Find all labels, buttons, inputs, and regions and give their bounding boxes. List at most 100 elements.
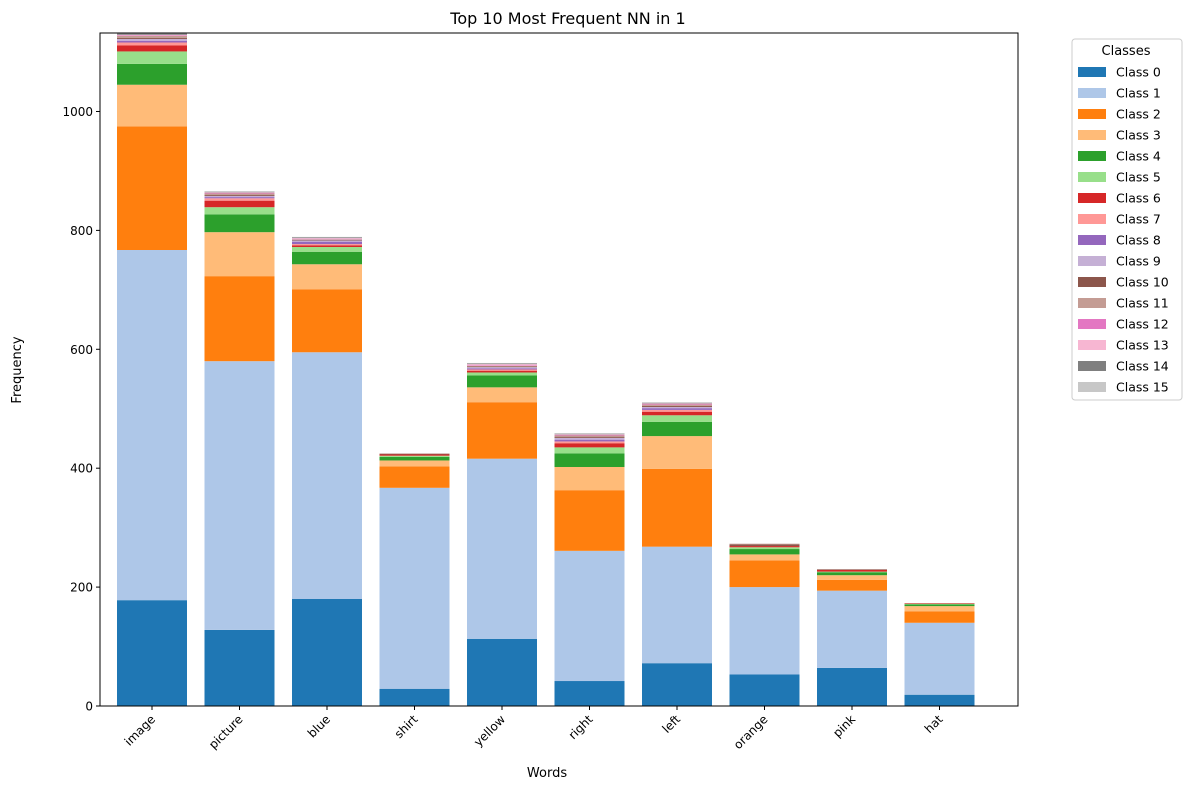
- legend-swatch-class-0: [1078, 67, 1106, 77]
- bar-blue-class-0: [292, 598, 362, 706]
- chart-title: Top 10 Most Frequent NN in 1: [449, 9, 685, 28]
- legend-label-class-10: Class 10: [1116, 275, 1169, 290]
- bar-pink-class-5: [817, 571, 887, 573]
- bar-image-class-14: [117, 33, 187, 35]
- legend-label-class-12: Class 12: [1116, 317, 1169, 332]
- bar-hat-class-4: [904, 604, 975, 607]
- bar-image-class-9: [117, 38, 187, 41]
- bar-left-class-13: [642, 403, 712, 404]
- bar-yellow-class-2: [467, 402, 537, 459]
- bar-orange-class-10: [729, 544, 800, 547]
- bar-picture-class-14: [204, 191, 275, 193]
- bar-left-class-2: [642, 468, 712, 547]
- bar-blue-class-12: [292, 238, 362, 240]
- y-tick-label: 800: [70, 224, 93, 238]
- bar-right-class-4: [554, 453, 625, 467]
- bar-yellow-class-14: [467, 363, 537, 365]
- legend-label-class-11: Class 11: [1116, 296, 1169, 311]
- bar-right-class-8: [554, 439, 625, 442]
- bar-yellow-class-6: [467, 370, 537, 373]
- bar-orange-class-2: [729, 560, 800, 588]
- bar-left-class-6: [642, 411, 712, 416]
- bar-right-class-14: [554, 433, 625, 435]
- bar-hat-class-1: [904, 622, 975, 695]
- bar-hat-class-3: [904, 606, 975, 612]
- bar-pink-class-4: [817, 572, 887, 576]
- bar-blue-class-8: [292, 241, 362, 245]
- bar-left-class-14: [642, 402, 712, 404]
- bar-right-class-13: [554, 434, 625, 435]
- bar-picture-class-11: [204, 193, 275, 195]
- legend-label-class-13: Class 13: [1116, 338, 1169, 353]
- y-tick-label: 200: [70, 581, 93, 595]
- bar-shirt-class-1: [379, 487, 450, 689]
- bar-orange-class-3: [729, 554, 800, 561]
- bar-right-class-5: [554, 447, 625, 454]
- legend-swatch-class-5: [1078, 172, 1106, 182]
- bar-left-class-1: [642, 546, 712, 664]
- bar-blue-class-5: [292, 247, 362, 252]
- bar-right-class-15: [554, 433, 625, 434]
- bar-pink-class-3: [817, 575, 887, 580]
- bar-yellow-class-5: [467, 372, 537, 376]
- bar-right-class-9: [554, 437, 625, 440]
- x-tick-label-picture: picture: [206, 712, 246, 752]
- bar-orange-class-6: [729, 546, 800, 548]
- bar-left-class-8: [642, 408, 712, 410]
- bar-yellow-class-4: [467, 375, 537, 388]
- legend-swatch-class-8: [1078, 235, 1106, 245]
- bar-picture-class-6: [204, 200, 275, 208]
- bar-hat-class-5: [904, 603, 975, 605]
- bar-right-class-6: [554, 443, 625, 448]
- bar-blue-class-7: [292, 244, 362, 246]
- bar-blue-class-14: [292, 237, 362, 239]
- bar-yellow-class-0: [467, 638, 537, 706]
- bar-picture-class-7: [204, 198, 275, 201]
- y-tick-label: 400: [70, 462, 93, 476]
- legend-swatch-class-9: [1078, 256, 1106, 266]
- bar-orange-class-4: [729, 549, 800, 555]
- bar-shirt-class-10: [379, 453, 450, 455]
- bar-hat-class-0: [904, 694, 975, 706]
- x-tick-label-yellow: yellow: [471, 712, 508, 749]
- bar-yellow-class-8: [467, 368, 537, 370]
- x-tick-label-orange: orange: [731, 712, 771, 752]
- x-tick-label-right: right: [566, 712, 596, 742]
- bar-hat-class-2: [904, 611, 975, 623]
- legend-swatch-class-10: [1078, 277, 1106, 287]
- x-tick-label-left: left: [659, 712, 683, 736]
- x-tick-label-hat: hat: [922, 712, 946, 736]
- bar-left-class-4: [642, 421, 712, 437]
- bar-image-class-6: [117, 45, 187, 52]
- y-tick-label: 600: [70, 343, 93, 357]
- bar-image-class-0: [117, 600, 187, 706]
- bar-image-class-8: [117, 40, 187, 43]
- bar-image-class-12: [117, 35, 187, 36]
- bar-right-class-7: [554, 441, 625, 444]
- bar-picture-class-0: [204, 629, 275, 706]
- legend-frame: [1071, 38, 1183, 401]
- legend-swatch-class-13: [1078, 340, 1106, 350]
- bar-left-class-3: [642, 436, 712, 469]
- plot-frame: [99, 32, 1019, 707]
- bar-yellow-class-11: [467, 365, 537, 367]
- bar-shirt-class-11: [379, 453, 450, 454]
- bar-pink-class-6: [817, 569, 887, 572]
- bar-blue-class-10: [292, 239, 362, 241]
- bar-blue-class-1: [292, 352, 362, 599]
- y-tick-label: 0: [85, 700, 93, 714]
- bar-left-class-7: [642, 409, 712, 412]
- legend-label-class-2: Class 2: [1116, 107, 1161, 122]
- y-tick-label: 1000: [62, 105, 93, 119]
- bar-right-class-10: [554, 436, 625, 438]
- bar-yellow-class-12: [467, 365, 537, 366]
- bar-picture-class-10: [204, 194, 275, 196]
- bar-yellow-class-15: [467, 362, 537, 364]
- bar-right-class-11: [554, 435, 625, 437]
- bar-image-class-7: [117, 42, 187, 46]
- bar-orange-class-11: [729, 543, 800, 545]
- legend-label-class-1: Class 1: [1116, 86, 1161, 101]
- bar-picture-class-3: [204, 232, 275, 277]
- bar-right-class-2: [554, 490, 625, 551]
